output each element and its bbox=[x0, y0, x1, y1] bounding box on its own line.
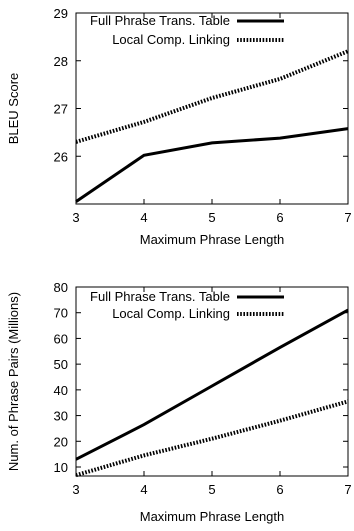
y-tick-label: 70 bbox=[54, 306, 68, 321]
series-line-local-comp-linking bbox=[75, 399, 349, 478]
x-axis-label: Maximum Phrase Length bbox=[140, 232, 285, 247]
y-tick-label: 20 bbox=[54, 434, 68, 449]
x-tick-label: 7 bbox=[344, 210, 351, 225]
x-tick-label: 5 bbox=[208, 482, 215, 497]
legend-label: Local Comp. Linking bbox=[112, 306, 230, 321]
legend-label: Local Comp. Linking bbox=[112, 32, 230, 47]
y-tick-label: 10 bbox=[54, 460, 68, 475]
y-tick-label: 26 bbox=[54, 149, 68, 164]
x-axis-label: Maximum Phrase Length bbox=[140, 509, 285, 524]
series-line-full-phrase-table bbox=[75, 127, 349, 203]
bleu-chart: 3 4 5 6 7 26 27 28 29 Maximum Phrase Length BLEU S… bbox=[6, 6, 352, 247]
y-axis-label: BLEU Score bbox=[6, 73, 21, 145]
y-axis-label: Num. of Phrase Pairs (Millions) bbox=[6, 292, 21, 471]
y-tick-label: 60 bbox=[54, 331, 68, 346]
series-line-full-phrase-table bbox=[75, 308, 349, 461]
y-tick-label: 30 bbox=[54, 409, 68, 424]
legend-label: Full Phrase Trans. Table bbox=[90, 13, 230, 28]
x-tick-label: 6 bbox=[276, 482, 283, 497]
y-tick-label: 80 bbox=[54, 280, 68, 295]
x-tick-label: 7 bbox=[344, 482, 351, 497]
y-tick-label: 27 bbox=[54, 102, 68, 117]
y-tick-label: 40 bbox=[54, 383, 68, 398]
y-tick-label: 28 bbox=[54, 54, 68, 69]
legend-label: Full Phrase Trans. Table bbox=[90, 289, 230, 304]
x-tick-label: 6 bbox=[276, 210, 283, 225]
series-line-local-comp-linking bbox=[75, 49, 349, 144]
x-tick-label: 4 bbox=[140, 482, 147, 497]
x-tick-label: 3 bbox=[72, 482, 79, 497]
x-tick-label: 3 bbox=[72, 210, 79, 225]
y-tick-label: 29 bbox=[54, 6, 68, 21]
x-tick-label: 5 bbox=[208, 210, 215, 225]
phrase-pairs-chart: 3 4 5 6 7 10 20 30 40 50 60 70 80 Maximum Phrase Leng… bbox=[6, 280, 352, 524]
y-tick-label: 50 bbox=[54, 357, 68, 372]
x-tick-label: 4 bbox=[140, 210, 147, 225]
